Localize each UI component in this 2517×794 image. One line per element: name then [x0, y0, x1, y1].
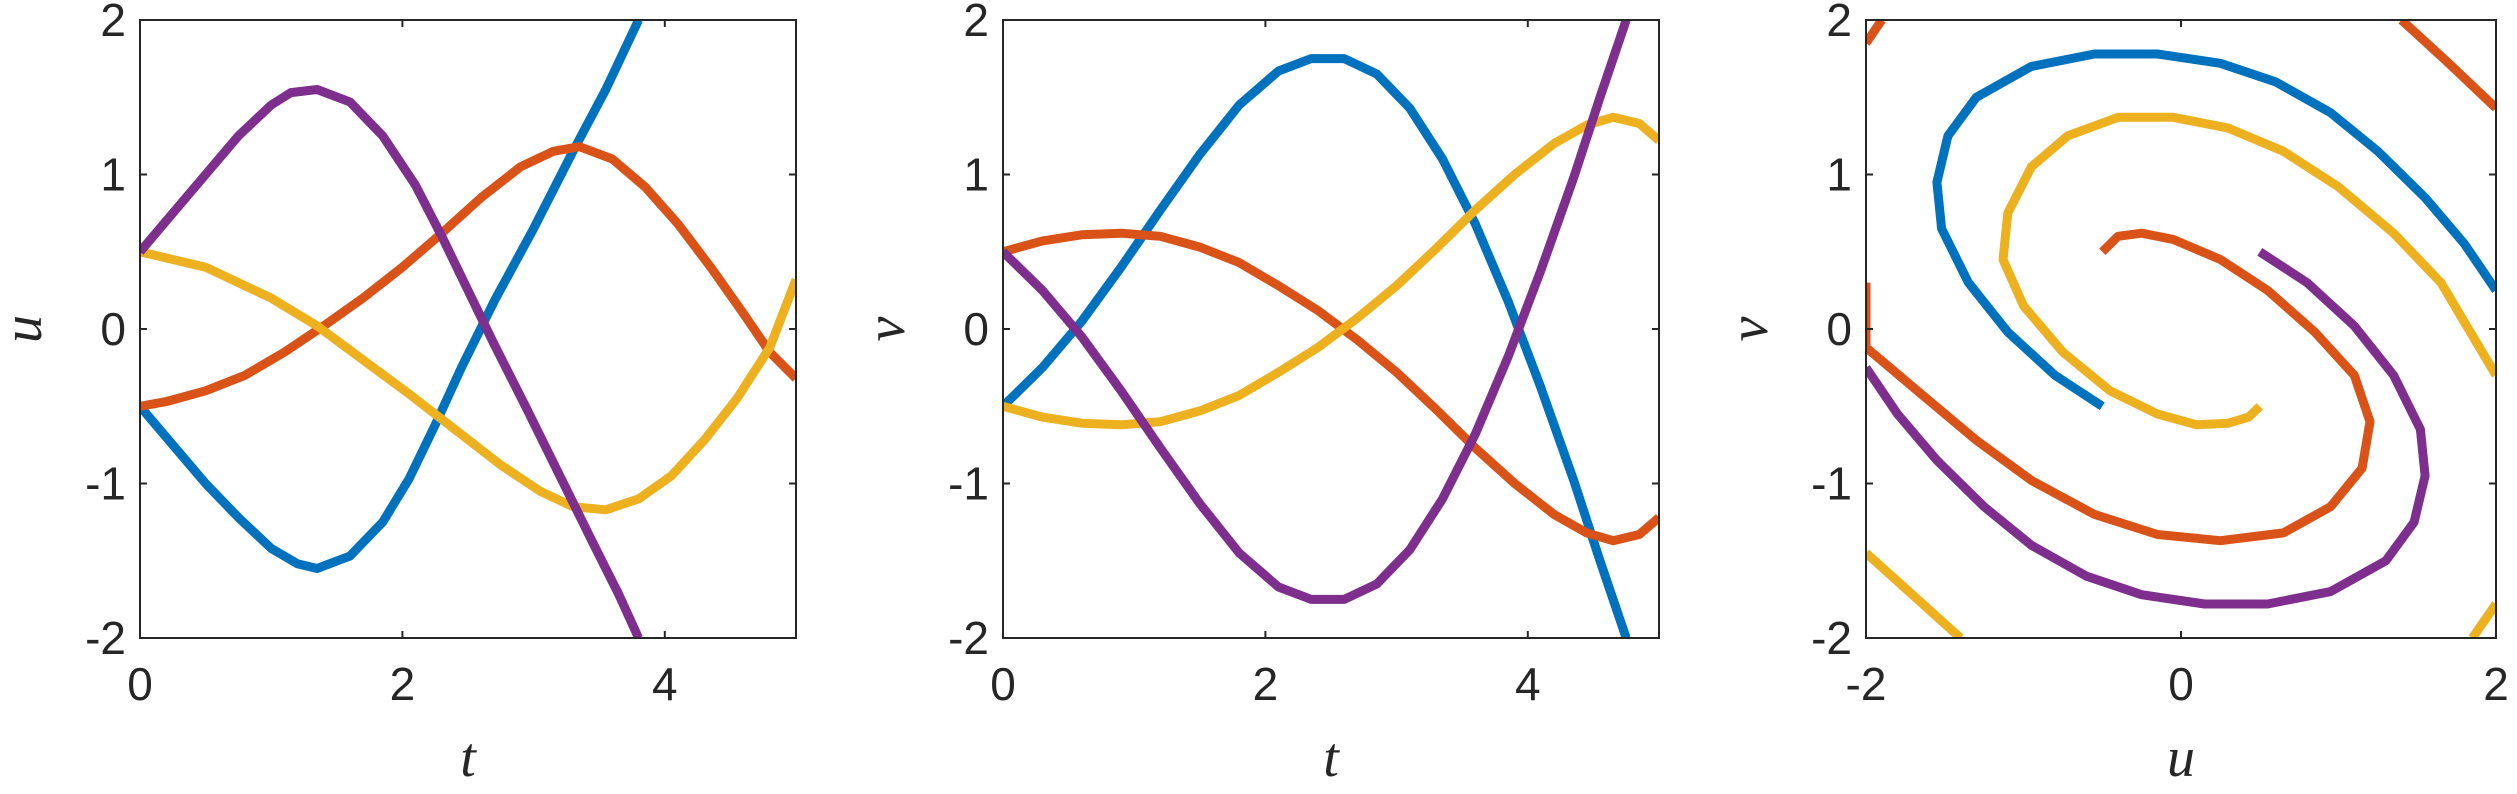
x-axis-label-v-u: u — [2167, 727, 2195, 789]
series-line-2-v-t — [1003, 228, 1659, 546]
y-tick-label: -1 — [948, 458, 989, 510]
y-axis-label-u-t: u — [0, 315, 54, 343]
series-line-4-v-t — [1003, 20, 1631, 604]
panel-u-vs-t: 0 2 4 2 1 0 -1 -2 t u — [0, 0, 797, 789]
plot-area-v-u — [1866, 20, 2496, 638]
y-tick-label: 2 — [963, 0, 989, 46]
y-tick-label: -1 — [85, 458, 126, 510]
series-line-3-u-t — [140, 247, 796, 515]
y-tick-label: -2 — [1811, 612, 1852, 664]
y-tick-label: 1 — [100, 149, 126, 201]
y-tick-label: 1 — [1826, 149, 1852, 201]
series-line-2-v-u-seg3 — [2398, 20, 2496, 112]
panel-v-vs-u: -2 0 2 2 1 0 -1 -2 u v — [1718, 0, 2509, 789]
series-line-3-v-u-seg1 — [1998, 112, 2496, 430]
series-line-1-u-t — [140, 20, 643, 573]
y-tick-label: -2 — [85, 612, 126, 664]
series-line-4-u-t — [140, 85, 643, 638]
y-tick-label: 0 — [100, 303, 126, 355]
y-tick-label: 1 — [963, 149, 989, 201]
y-tick-label: 2 — [1826, 0, 1852, 46]
series-line-2-v-u-seg2 — [1866, 20, 1886, 46]
y-tick-label: -1 — [1811, 458, 1852, 510]
series-line-1-v-u — [1932, 49, 2496, 411]
x-tick-label: 2 — [1253, 658, 1279, 710]
y-axis-label-v-t: v — [855, 316, 917, 341]
series-line-3-v-u-seg2 — [1866, 549, 1964, 638]
axes-frame-u-t — [139, 19, 797, 639]
panel-v-vs-t: 0 2 4 2 1 0 -1 -2 t v — [855, 0, 1660, 789]
series-line-4-v-u — [1866, 248, 2430, 609]
x-tick-label: 0 — [2168, 658, 2194, 710]
series-line-1-v-t — [1003, 54, 1631, 638]
series-line-3-v-u-seg3 — [2468, 601, 2496, 638]
series-line-3-v-t — [1003, 112, 1659, 430]
x-tick-label: 0 — [127, 658, 153, 710]
x-axis-label-u-t: t — [460, 727, 477, 789]
x-tick-label: 2 — [2483, 658, 2509, 710]
plot-area-v-t — [1003, 20, 1659, 638]
series-line-2-v-u-seg1 — [1866, 228, 2375, 546]
axes-frame-v-t — [1002, 19, 1660, 639]
x-tick-label: 0 — [990, 658, 1016, 710]
x-tick-label: -2 — [1846, 658, 1887, 710]
x-tick-label: 4 — [1515, 658, 1541, 710]
y-tick-label: 0 — [963, 303, 989, 355]
plot-area-u-t — [140, 20, 796, 638]
series-line-2-u-t — [140, 142, 796, 411]
x-tick-label: 2 — [390, 658, 416, 710]
y-tick-label: 2 — [100, 0, 126, 46]
y-axis-label-v-u: v — [1718, 316, 1780, 341]
y-tick-label: 0 — [1826, 303, 1852, 355]
x-axis-label-v-t: t — [1323, 727, 1340, 789]
x-tick-label: 4 — [652, 658, 678, 710]
y-tick-label: -2 — [948, 612, 989, 664]
